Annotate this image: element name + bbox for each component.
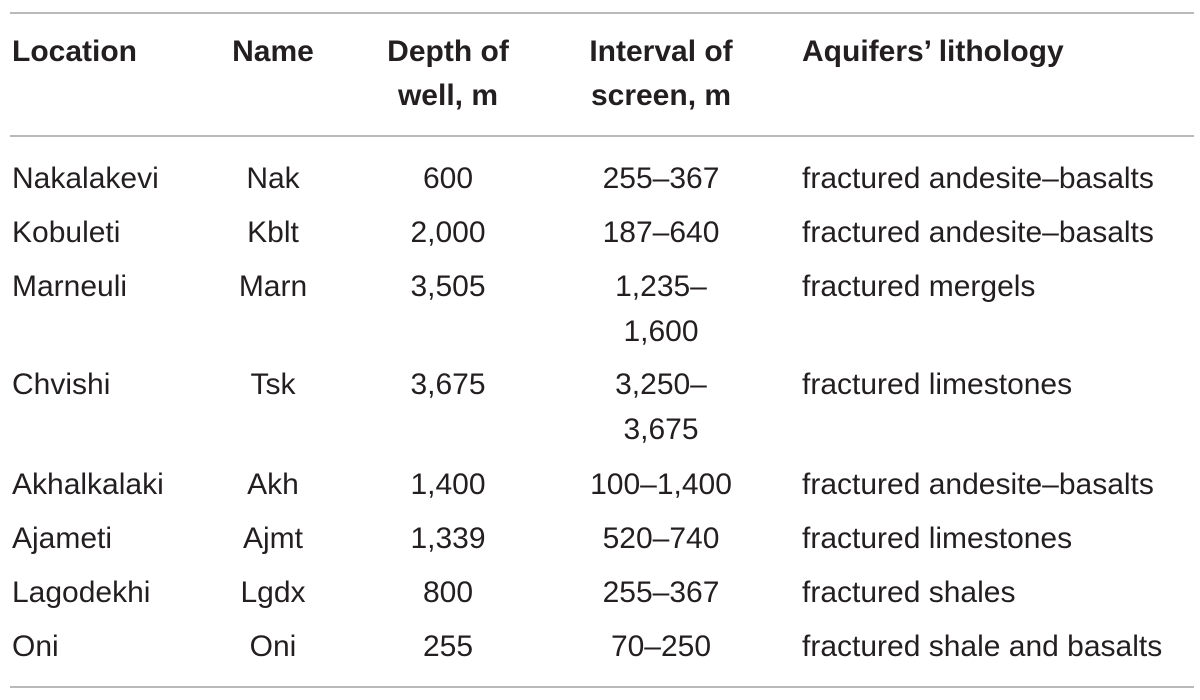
row-5-interval: 520–740	[602, 522, 720, 555]
row-3-depth: 3,675	[410, 368, 486, 401]
row-4-name: Akh	[247, 468, 299, 501]
row-1-name: Kblt	[247, 216, 299, 249]
header-interval-line2: screen, m	[590, 79, 732, 112]
row-0-depth: 600	[422, 162, 474, 195]
row-7-location: Oni	[12, 630, 59, 663]
row-7-name: Oni	[249, 630, 297, 663]
row-6-lithology: fractured shales	[802, 576, 1016, 609]
row-3-location: Chvishi	[12, 368, 111, 401]
row-3-name: Tsk	[250, 368, 296, 401]
row-6-name: Lgdx	[240, 576, 306, 609]
row-6-location: Lagodekhi	[12, 576, 151, 609]
row-4-interval: 100–1,400	[590, 468, 732, 501]
row-4-location: Akhalkalaki	[12, 468, 164, 501]
table-bottom-rule	[10, 686, 1194, 688]
row-6-interval: 255–367	[602, 576, 720, 609]
row-6-depth: 800	[422, 576, 474, 609]
row-5-lithology: fractured limestones	[802, 522, 1073, 555]
row-4-depth: 1,400	[410, 468, 486, 501]
row-5-depth: 1,339	[410, 522, 486, 555]
header-name: Name	[232, 35, 314, 68]
row-2-depth: 3,505	[410, 270, 486, 303]
header-depth-line2: well, m	[397, 79, 499, 112]
header-rule	[10, 135, 1194, 137]
row-0-location: Nakalakevi	[12, 162, 159, 195]
row-7-depth: 255	[422, 630, 474, 663]
row-3-interval: 3,250–3,675	[615, 368, 707, 446]
table-top-rule	[10, 12, 1194, 14]
header-location: Location	[12, 35, 137, 68]
row-0-interval: 255–367	[602, 162, 720, 195]
row-5-name: Ajmt	[243, 522, 303, 555]
header-interval-line1: Interval of	[589, 35, 733, 68]
row-1-lithology: fractured andesite–basalts	[802, 216, 1154, 249]
row-1-location: Kobuleti	[12, 216, 121, 249]
row-3-lithology: fractured limestones	[802, 368, 1073, 401]
row-4-lithology: fractured andesite–basalts	[802, 468, 1154, 501]
row-0-name: Nak	[246, 162, 300, 195]
row-7-lithology: fractured shale and basalts	[802, 630, 1163, 663]
header-lithology: Aquifers’ lithology	[802, 35, 1064, 68]
row-2-interval: 1,235–1,600	[615, 270, 707, 348]
row-0-lithology: fractured andesite–basalts	[802, 162, 1154, 195]
row-2-lithology: fractured mergels	[802, 270, 1036, 303]
row-1-interval: 187–640	[602, 216, 720, 249]
row-2-location: Marneuli	[12, 270, 128, 303]
row-5-location: Ajameti	[12, 522, 113, 555]
row-2-name: Marn	[238, 270, 308, 303]
row-7-interval: 70–250	[610, 630, 712, 663]
header-depth-line1: Depth of	[387, 35, 509, 68]
row-1-depth: 2,000	[410, 216, 486, 249]
